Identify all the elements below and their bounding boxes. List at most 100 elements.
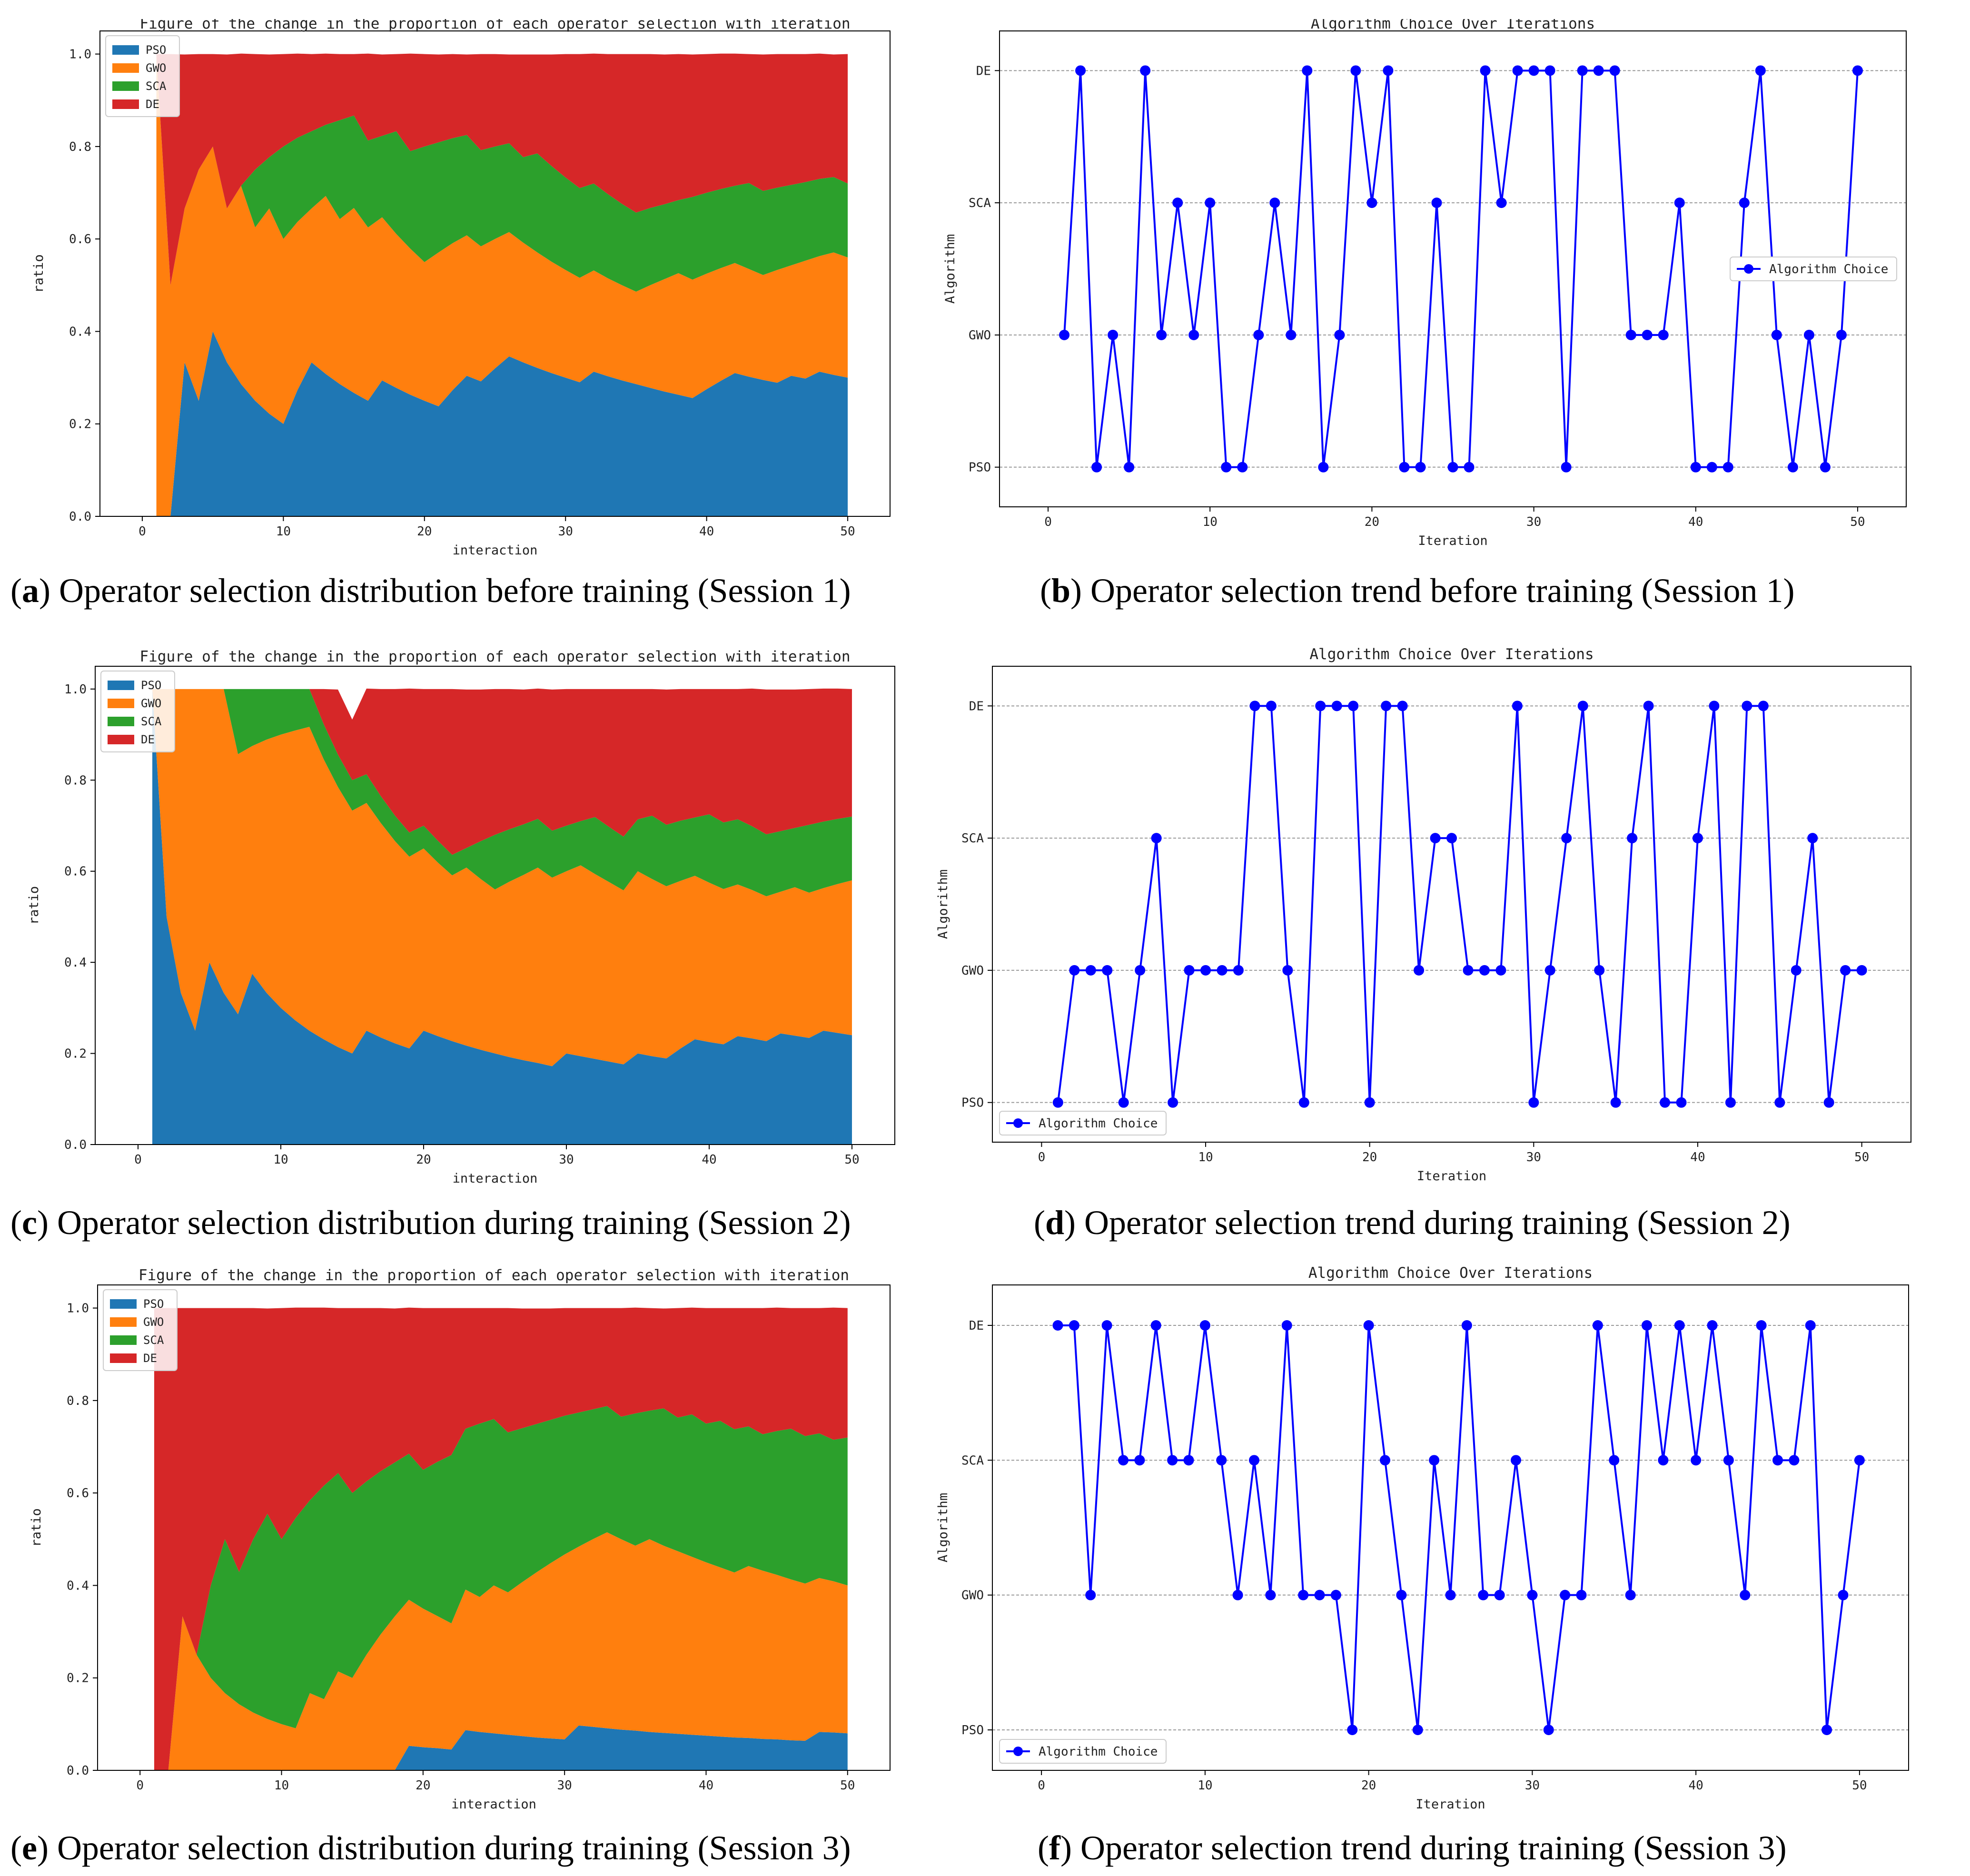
chart-b-point-16 bbox=[1302, 65, 1313, 76]
chart-c-area-sca bbox=[152, 689, 852, 897]
chart-e-ytick-label: 0.2 bbox=[67, 1671, 89, 1686]
chart-c-xtick-label: 0 bbox=[134, 1153, 142, 1167]
chart-f-point-12 bbox=[1232, 1590, 1243, 1600]
chart-e-ytick-label: 0.4 bbox=[67, 1579, 89, 1593]
chart-c-legend-label-pso: PSO bbox=[141, 679, 161, 692]
chart-d-point-49 bbox=[1840, 965, 1851, 976]
chart-d-point-23 bbox=[1414, 965, 1425, 976]
chart-d-point-6 bbox=[1135, 965, 1146, 976]
chart-b-point-6 bbox=[1140, 65, 1151, 76]
chart-b-point-8 bbox=[1172, 197, 1183, 208]
chart-f-point-31 bbox=[1543, 1725, 1554, 1735]
chart-a: 0.0 0.2 0.4 0.6 0.8 1.0 Figure of the change i… bbox=[31, 15, 891, 558]
chart-b-point-41 bbox=[1706, 462, 1717, 473]
chart-f-point-41 bbox=[1707, 1320, 1718, 1331]
chart-e-xtick-label: 20 bbox=[416, 1778, 430, 1793]
chart-f-point-39 bbox=[1674, 1320, 1685, 1331]
caption-d: (d) Operator selection trend during trai… bbox=[1034, 1204, 1791, 1242]
chart-f-point-27 bbox=[1478, 1590, 1489, 1600]
chart-f-xlabel: Iteration bbox=[1416, 1797, 1485, 1812]
chart-f-ytick-label: PSO bbox=[961, 1723, 984, 1738]
chart-b-point-26 bbox=[1464, 462, 1475, 473]
chart-c-area-pso bbox=[152, 689, 852, 1145]
chart-b-point-48 bbox=[1820, 462, 1831, 473]
chart-d-point-21 bbox=[1381, 701, 1392, 711]
chart-f-point-29 bbox=[1511, 1455, 1521, 1466]
chart-f-point-2 bbox=[1069, 1320, 1079, 1331]
chart-c-xtick-label: 20 bbox=[416, 1153, 431, 1167]
chart-b-xtick-label: 0 bbox=[1044, 515, 1052, 529]
chart-e-legend-swatch-sca bbox=[110, 1335, 137, 1345]
chart-f-point-21 bbox=[1380, 1455, 1390, 1466]
caption-text-a: Operator selection distribution before t… bbox=[59, 572, 851, 610]
chart-d-xtick-label: 30 bbox=[1526, 1150, 1541, 1165]
chart-d-point-30 bbox=[1528, 1097, 1539, 1108]
chart-d-xtick-label: 50 bbox=[1854, 1150, 1869, 1165]
chart-d-point-45 bbox=[1774, 1097, 1785, 1108]
chart-d-ylabel: Algorithm bbox=[936, 869, 950, 939]
chart-a-title: Figure of the change in the proportion o… bbox=[139, 19, 850, 32]
chart-f-point-24 bbox=[1429, 1455, 1440, 1466]
chart-c-area-gwo bbox=[152, 689, 852, 1066]
chart-b-point-14 bbox=[1269, 197, 1280, 208]
chart-a-ylabel: ratio bbox=[31, 254, 46, 293]
panel-a: 0.0 0.2 0.4 0.6 0.8 1.0 Figure of the change i… bbox=[0, 15, 933, 558]
chart-b-point-32 bbox=[1561, 462, 1572, 473]
caption-text-c: Operator selection distribution during t… bbox=[57, 1204, 851, 1242]
chart-e-area-gwo bbox=[154, 1532, 848, 1770]
chart-b-point-35 bbox=[1609, 65, 1620, 76]
chart-b: PSO GWO SCA DE Algorithm Choice Over Iterati… bbox=[943, 15, 1907, 548]
chart-f-point-11 bbox=[1216, 1455, 1227, 1466]
chart-b-point-31 bbox=[1544, 65, 1555, 76]
chart-a-xtick-label: 20 bbox=[417, 524, 432, 539]
chart-a-ytick-label: 1.0 bbox=[69, 48, 91, 62]
chart-b-point-44 bbox=[1755, 65, 1766, 76]
chart-f-point-1 bbox=[1052, 1320, 1063, 1331]
chart-d-point-35 bbox=[1610, 1097, 1621, 1108]
chart-d-point-42 bbox=[1725, 1097, 1736, 1108]
chart-a-frame bbox=[99, 30, 891, 517]
chart-b-point-10 bbox=[1205, 197, 1216, 208]
chart-e-area-pso bbox=[154, 1725, 848, 1770]
chart-c-legend-label-sca: SCA bbox=[141, 715, 162, 728]
chart-a-ytick-label: 0.8 bbox=[69, 140, 91, 154]
chart-d-xtick-label: 20 bbox=[1362, 1150, 1377, 1165]
chart-d-ytick-label: DE bbox=[969, 699, 984, 713]
chart-e-ytick-label: 0.8 bbox=[67, 1394, 89, 1408]
caption-letter-b: b bbox=[1051, 572, 1071, 610]
chart-b-point-38 bbox=[1658, 329, 1669, 340]
chart-f-xtick-label: 0 bbox=[1038, 1778, 1045, 1793]
chart-b-point-5 bbox=[1124, 462, 1135, 473]
chart-f-point-44 bbox=[1756, 1320, 1767, 1331]
chart-c-ytick-label: 1.0 bbox=[64, 682, 87, 697]
chart-b-point-40 bbox=[1690, 462, 1701, 473]
caption-letter-f: f bbox=[1049, 1829, 1060, 1867]
chart-f-point-32 bbox=[1560, 1590, 1571, 1600]
chart-b-xtick-label: 40 bbox=[1688, 515, 1703, 529]
chart-d-point-38 bbox=[1660, 1097, 1671, 1108]
chart-b-point-11 bbox=[1221, 462, 1232, 473]
chart-f-point-23 bbox=[1412, 1725, 1423, 1735]
chart-e-legend bbox=[103, 1289, 178, 1371]
chart-b-title: Algorithm Choice Over Iterations bbox=[1311, 19, 1595, 32]
chart-d-point-41 bbox=[1709, 701, 1720, 711]
chart-c-xtick-label: 10 bbox=[273, 1153, 288, 1167]
chart-d-point-19 bbox=[1348, 701, 1359, 711]
chart-d-point-33 bbox=[1577, 701, 1588, 711]
chart-d-point-34 bbox=[1594, 965, 1605, 976]
chart-f-series-line bbox=[1058, 1324, 1861, 1730]
chart-f-xtick-label: 10 bbox=[1198, 1778, 1212, 1793]
chart-b-point-21 bbox=[1383, 65, 1394, 76]
chart-f-point-25 bbox=[1445, 1590, 1456, 1600]
chart-c-legend-swatch-gwo bbox=[108, 699, 134, 708]
chart-b-point-43 bbox=[1739, 197, 1750, 208]
chart-a-xtick-label: 30 bbox=[558, 524, 573, 539]
chart-d-point-15 bbox=[1282, 965, 1293, 976]
chart-b-point-30 bbox=[1528, 65, 1539, 76]
caption-letter-a: a bbox=[21, 572, 39, 610]
chart-f-point-40 bbox=[1691, 1455, 1702, 1466]
chart-d-point-4 bbox=[1102, 965, 1113, 976]
chart-d-point-20 bbox=[1364, 1097, 1375, 1108]
chart-c-xtick-label: 30 bbox=[559, 1153, 574, 1167]
chart-b-point-47 bbox=[1803, 329, 1814, 340]
